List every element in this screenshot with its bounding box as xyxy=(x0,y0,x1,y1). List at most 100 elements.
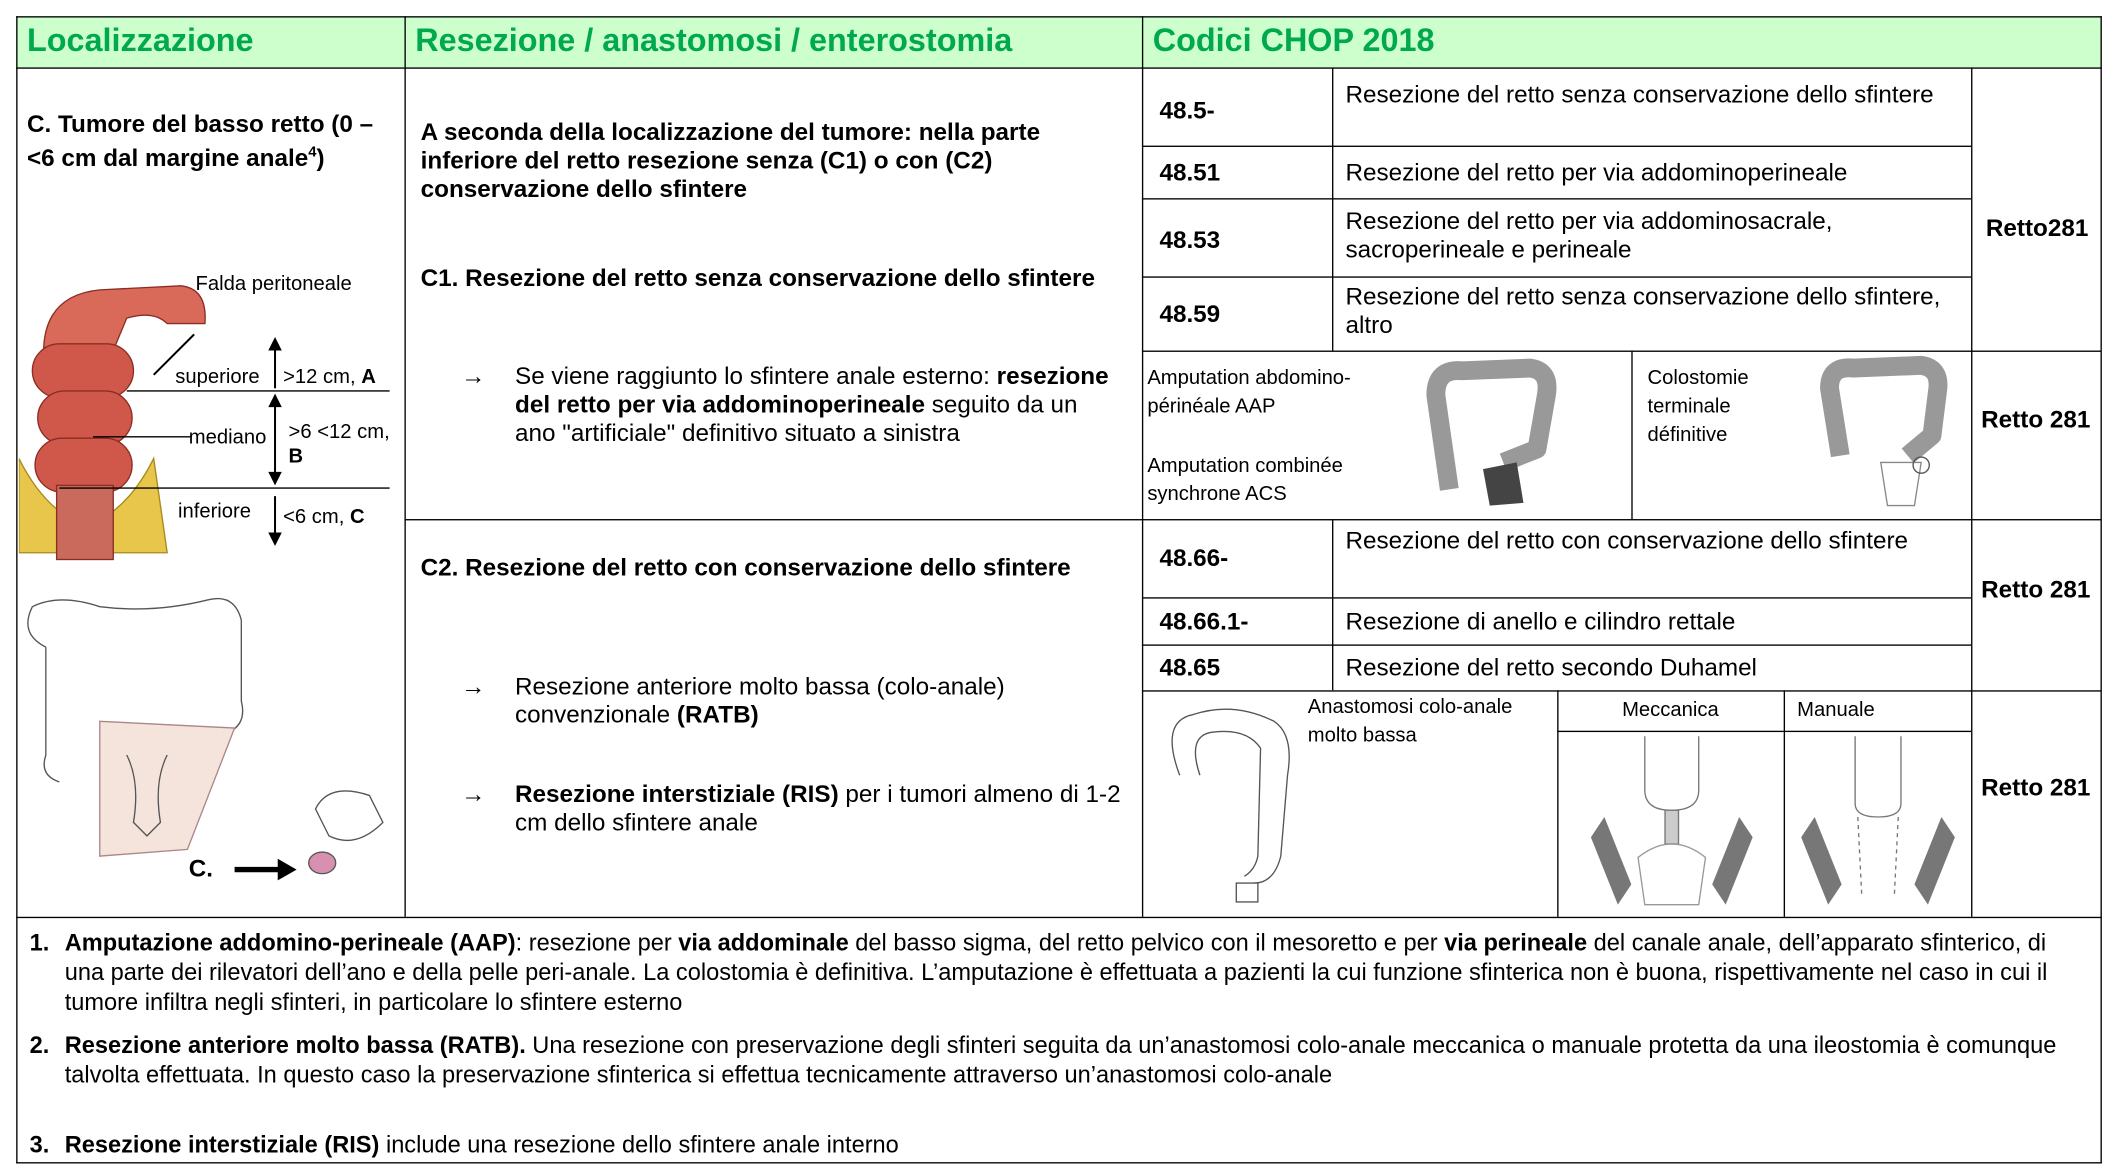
border xyxy=(1557,730,1972,733)
c2-title: C2. Resezione del retto con conservazion… xyxy=(420,554,1071,582)
footnote-text: Resezione anteriore molto bassa (RATB). … xyxy=(65,1030,2086,1089)
figure-label: inferiore xyxy=(177,500,252,524)
text-bold: Resezione interstiziale (RIS) xyxy=(64,1131,380,1159)
text-bold: (RATB) xyxy=(676,701,759,729)
organ-label: Retto 281 xyxy=(1981,773,2091,801)
figure-label: >6 <12 cm, B xyxy=(289,421,397,470)
location-title-end: ) xyxy=(316,144,325,172)
border xyxy=(1141,597,1972,599)
figure-label: C. xyxy=(188,854,214,882)
footnote: 3. Resezione interstiziale (RIS) include … xyxy=(30,1130,2086,1160)
image-caption: Anastomosi colo-anale molto bassa xyxy=(1307,695,1513,747)
chop-code: 48.53 xyxy=(1159,226,1221,254)
figure-label: Falda peritoneale xyxy=(195,272,352,296)
chop-description: Resezione del retto senza conservazione … xyxy=(1345,80,1934,108)
rectum-anatomy xyxy=(18,285,390,561)
colon-outline xyxy=(27,598,384,875)
figure-label: mediano xyxy=(188,426,267,449)
image-caption: Amputation combinée synchrone ACS xyxy=(1147,454,1343,506)
border xyxy=(1141,690,2101,692)
border xyxy=(16,1162,2102,1164)
c1-bullet: Se viene raggiunto lo sfintere anale est… xyxy=(515,363,1122,448)
footnote: 1. Amputazione addomino-perineale (AAP): … xyxy=(30,928,2086,1017)
bullet-symbol: → xyxy=(461,780,486,808)
c2-bullet: Resezione anteriore molto bassa (colo-an… xyxy=(515,673,1122,730)
text: Se viene raggiunto lo sfintere anale est… xyxy=(515,362,997,390)
chop-description: Resezione del retto per via addominoperi… xyxy=(1345,159,1848,187)
text: Una resezione con preservazione degli sf… xyxy=(64,1031,2057,1088)
header-cell: Resezione / anastomosi / enterostomia xyxy=(415,22,1013,60)
location-illustration xyxy=(18,285,390,881)
border xyxy=(1141,276,1972,278)
footnote-number: 1. xyxy=(29,928,50,956)
organ-label: Retto 281 xyxy=(1981,405,2091,433)
column-label: Manuale xyxy=(1797,698,1875,722)
range-letter: B xyxy=(288,444,304,468)
colon-diagram xyxy=(1820,355,1948,507)
chop-description: Resezione del retto senza conservazione … xyxy=(1345,283,1941,339)
border xyxy=(1783,690,1786,917)
anastomosis-diagram xyxy=(1590,736,1753,906)
footnote-number: 3. xyxy=(29,1131,50,1159)
chop-description: Resezione di anello e cilindro rettale xyxy=(1345,608,1736,636)
text: include una resezione dello sfintere ana… xyxy=(379,1131,899,1159)
text: del canale anale, dell’apparato sfinteri… xyxy=(64,928,2048,1016)
organ-label: Retto 281 xyxy=(1981,575,2091,603)
border xyxy=(1141,350,2101,352)
footnote: 2. Resezione anteriore molto bassa (RATB)… xyxy=(30,1030,2086,1089)
text-bold: Amputazione addomino-perineale (AAP) xyxy=(64,928,516,956)
range-letter: A xyxy=(361,365,376,389)
text-bold: via addominale xyxy=(678,928,849,956)
location-title-text: C. Tumore del basso retto (0 – <6 cm dal… xyxy=(26,110,374,172)
text-bold: resezione del retto per via addominoperi… xyxy=(515,362,1109,418)
organ-label: Retto281 xyxy=(1985,214,2089,242)
figure-label: >12 cm, A xyxy=(283,363,376,391)
image-caption: Colostomie terminale définitive xyxy=(1647,366,1749,447)
anastomosis-diagram xyxy=(1801,736,1955,905)
border xyxy=(1557,690,1559,917)
border xyxy=(1141,644,1972,646)
border xyxy=(16,67,2102,69)
chop-description: Resezione del retto per via addominosacr… xyxy=(1345,207,1833,263)
border xyxy=(16,16,18,1164)
range-text: <6 cm, xyxy=(283,505,351,529)
location-title: C. Tumore del basso retto (0 – <6 cm dal… xyxy=(27,111,398,173)
chop-code: 48.65 xyxy=(1159,653,1221,681)
chop-code: 48.51 xyxy=(1159,159,1221,187)
figure-label: <6 cm, C xyxy=(283,503,365,531)
border xyxy=(1332,67,1334,351)
figure-label: superiore xyxy=(175,365,260,389)
resection-intro: A seconda della localizzazione del tumor… xyxy=(420,118,1041,203)
text: Resezione anteriore molto bassa (colo-an… xyxy=(515,672,1005,729)
colon-diagram xyxy=(1426,358,1557,506)
footnote-number: 2. xyxy=(29,1031,50,1059)
header-background xyxy=(16,16,2101,68)
text-bold: via perineale xyxy=(1444,928,1588,956)
chop-code: 48.66- xyxy=(1159,544,1229,572)
chop-code: 48.5- xyxy=(1159,97,1215,125)
text-bold: Resezione anteriore molto bassa (RATB). xyxy=(64,1031,526,1059)
chop-description: Resezione del retto secondo Duhamel xyxy=(1345,653,1757,681)
header-cell: Codici CHOP 2018 xyxy=(1152,22,1435,60)
image-caption: Amputation abdomino-périnéale AAP xyxy=(1147,366,1351,418)
border xyxy=(1141,145,1972,147)
border xyxy=(404,519,2101,521)
footnote-text: Resezione interstiziale (RIS) include un… xyxy=(65,1130,2086,1160)
border xyxy=(1332,519,1334,691)
border xyxy=(1971,67,1973,917)
chop-code: 48.66.1- xyxy=(1159,608,1249,636)
c2-bullet: Resezione interstiziale (RIS) per i tumo… xyxy=(515,781,1122,838)
border xyxy=(16,916,2102,919)
text: : resezione per xyxy=(515,928,679,956)
border xyxy=(16,16,2102,18)
chop-description: Resezione del retto con conservazione de… xyxy=(1345,527,1909,555)
border xyxy=(1141,198,1972,200)
text-bold: Resezione interstiziale (RIS) xyxy=(515,780,839,808)
column-label: Meccanica xyxy=(1622,698,1719,722)
range-letter: C xyxy=(350,505,365,529)
border xyxy=(404,16,406,917)
border xyxy=(1631,350,1633,520)
border xyxy=(2100,16,2102,1164)
